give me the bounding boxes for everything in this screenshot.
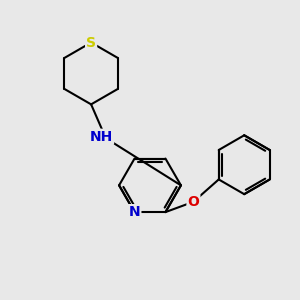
- Text: O: O: [188, 195, 200, 209]
- Text: S: S: [86, 35, 96, 50]
- Text: N: N: [129, 205, 140, 219]
- Text: NH: NH: [90, 130, 113, 144]
